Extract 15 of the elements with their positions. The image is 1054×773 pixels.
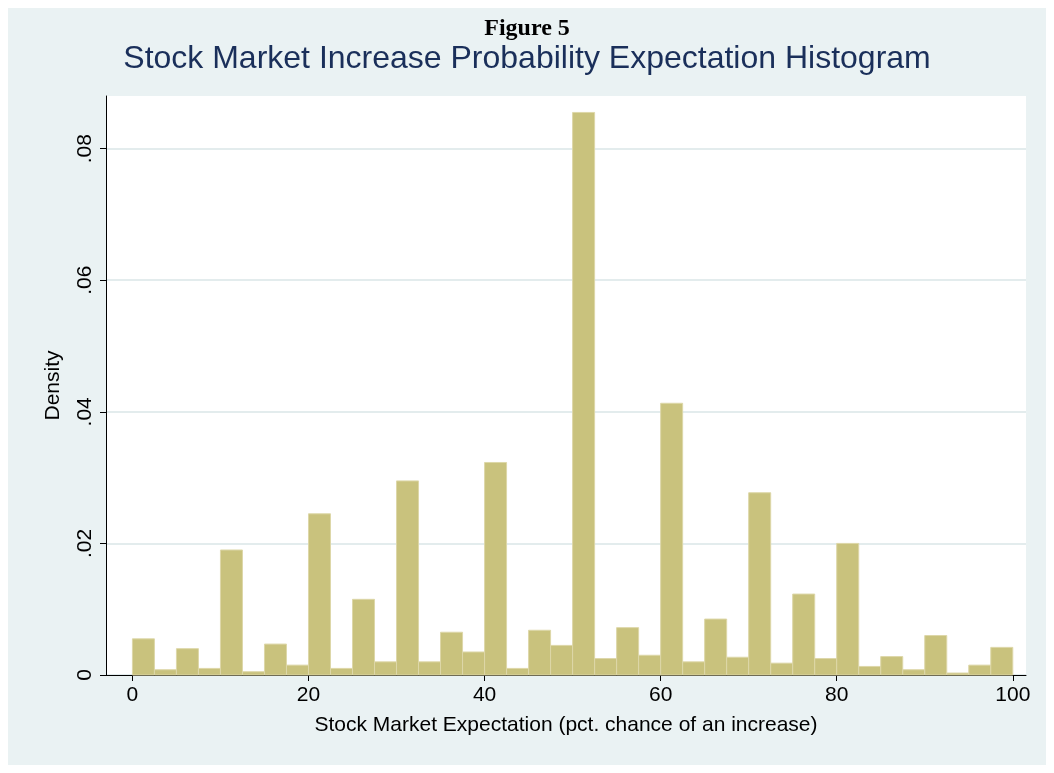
y-tick-label: .06 xyxy=(72,265,95,295)
x-tick-label: 100 xyxy=(995,682,1031,705)
y-tick-label: .04 xyxy=(72,396,95,427)
chart-title: Stock Market Increase Probability Expectation Histogram xyxy=(123,39,931,75)
y-tick-label: 0 xyxy=(72,669,95,681)
x-tick-label: 60 xyxy=(648,682,673,705)
x-tick-label: 40 xyxy=(472,682,497,705)
x-axis-title: Stock Market Expectation (pct. chance of an increase) xyxy=(314,712,818,735)
y-axis-title: Density xyxy=(40,349,63,421)
y-tick-label: .08 xyxy=(72,134,95,164)
x-tick-label: 80 xyxy=(825,682,849,705)
x-tick-label: 0 xyxy=(126,682,139,705)
y-tick-label: .02 xyxy=(72,528,95,559)
x-tick-label: 20 xyxy=(296,682,321,705)
caption: Figure 5 xyxy=(484,14,570,40)
